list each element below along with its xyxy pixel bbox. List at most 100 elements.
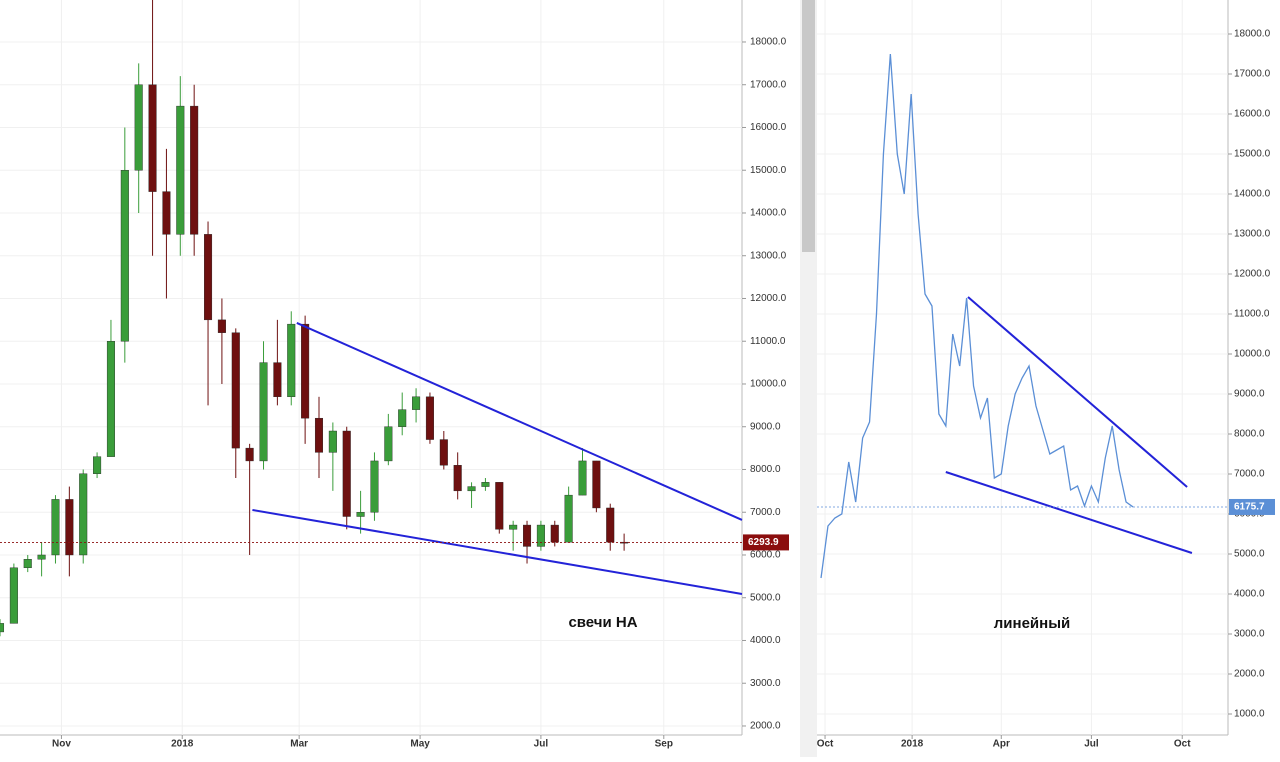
y-tick-label: 13000.0 — [750, 250, 787, 261]
y-tick-label: 11000.0 — [750, 336, 786, 347]
candle-body — [287, 323, 296, 398]
last-price-label: 6293.9 — [748, 537, 779, 548]
candle-body — [384, 426, 393, 462]
x-tick-label: Jul — [1084, 739, 1099, 750]
y-tick-label: 10000.0 — [750, 379, 787, 390]
annotation: линейный — [994, 615, 1070, 632]
price-line — [820, 53, 1134, 579]
x-tick-label: May — [410, 739, 430, 750]
candle-body — [536, 524, 545, 547]
annotation: свечи НА — [568, 614, 637, 631]
y-tick-label: 16000.0 — [1234, 109, 1271, 120]
y-tick-label: 9000.0 — [750, 421, 781, 432]
candle-body — [301, 323, 310, 419]
trendline — [296, 322, 743, 521]
candle-body — [162, 191, 171, 235]
candle-body — [93, 456, 102, 474]
y-tick-label: 15000.0 — [750, 165, 787, 176]
last-price-tag — [1229, 498, 1275, 515]
candle-body — [245, 447, 254, 462]
y-tick-label: 11000.0 — [1234, 309, 1270, 320]
y-tick-label: 2000.0 — [1234, 669, 1265, 680]
candle-body — [106, 341, 115, 457]
y-tick-label: 8000.0 — [750, 464, 781, 475]
candle-body — [217, 319, 226, 333]
y-tick-label: 4000.0 — [750, 635, 781, 646]
x-tick-label: Oct — [817, 739, 834, 750]
trendline — [252, 508, 743, 595]
y-tick-label: 17000.0 — [750, 79, 787, 90]
candle-body — [453, 465, 462, 492]
candle-body — [273, 362, 282, 398]
y-tick-label: 10000.0 — [1234, 349, 1271, 360]
candle-body — [259, 362, 268, 462]
y-tick-label: 6000.0 — [750, 550, 781, 561]
y-tick-label: 7000.0 — [1234, 469, 1265, 480]
candle-body — [523, 524, 532, 547]
candle-body — [120, 170, 129, 342]
y-tick-label: 12000.0 — [750, 293, 787, 304]
last-price-label: 6175.7 — [1234, 502, 1265, 513]
candle-body — [65, 499, 74, 556]
candle-body — [37, 554, 46, 560]
y-tick-label: 18000.0 — [1234, 29, 1271, 40]
candle-body — [606, 507, 615, 543]
candle-body — [481, 482, 490, 487]
y-tick-label: 4000.0 — [1234, 589, 1265, 600]
x-tick-label: Nov — [52, 739, 71, 750]
y-tick-label: 15000.0 — [1234, 149, 1271, 160]
candle-body — [204, 234, 213, 321]
y-tick-label: 5000.0 — [1234, 549, 1265, 560]
x-tick-label: Oct — [1174, 739, 1191, 750]
candle-body — [148, 84, 157, 192]
candle-body — [314, 417, 324, 453]
candle-body — [9, 567, 18, 624]
y-tick-label: 18000.0 — [750, 37, 787, 48]
x-tick-label: Mar — [290, 739, 308, 750]
candle-body — [412, 396, 421, 410]
candle-body — [79, 473, 88, 556]
candle-body — [370, 460, 379, 513]
y-tick-label: 14000.0 — [1234, 189, 1271, 200]
candle-body — [51, 499, 60, 556]
y-tick-label: 7000.0 — [750, 507, 781, 518]
candle-body — [342, 430, 351, 517]
candle-body — [592, 460, 601, 509]
candle-body — [509, 524, 518, 530]
candle-body — [439, 439, 448, 466]
x-tick-label: Apr — [993, 739, 1010, 750]
last-price-tag — [743, 534, 789, 551]
scrollbar-thumb[interactable] — [802, 0, 815, 252]
y-tick-label: 16000.0 — [750, 122, 787, 133]
candle-body — [495, 482, 504, 530]
trendline — [945, 471, 1193, 554]
y-tick-label: 2000.0 — [750, 721, 781, 732]
y-tick-label: 14000.0 — [750, 208, 787, 219]
trendline — [967, 296, 1188, 488]
y-tick-label: 13000.0 — [1234, 229, 1271, 240]
y-tick-label: 12000.0 — [1234, 269, 1271, 280]
candle-body — [578, 460, 587, 496]
y-tick-label: 3000.0 — [750, 678, 781, 689]
candle-body — [564, 494, 573, 543]
x-tick-label: Sep — [655, 739, 673, 750]
candle-body — [328, 430, 337, 453]
candle-body — [176, 105, 185, 235]
candle-body — [23, 559, 32, 569]
candle-body — [467, 486, 476, 492]
candle-body — [425, 396, 434, 440]
y-tick-label: 3000.0 — [1234, 629, 1265, 640]
candle-body — [190, 105, 199, 235]
x-tick-label: 2018 — [901, 739, 924, 750]
candle-body — [356, 512, 365, 517]
candle-body — [134, 84, 143, 171]
x-tick-label: Jul — [534, 739, 549, 750]
y-tick-label: 17000.0 — [1234, 69, 1271, 80]
y-tick-label: 9000.0 — [1234, 389, 1265, 400]
x-tick-label: 2018 — [171, 739, 194, 750]
y-tick-label: 8000.0 — [1234, 429, 1265, 440]
candle-body — [398, 409, 407, 427]
